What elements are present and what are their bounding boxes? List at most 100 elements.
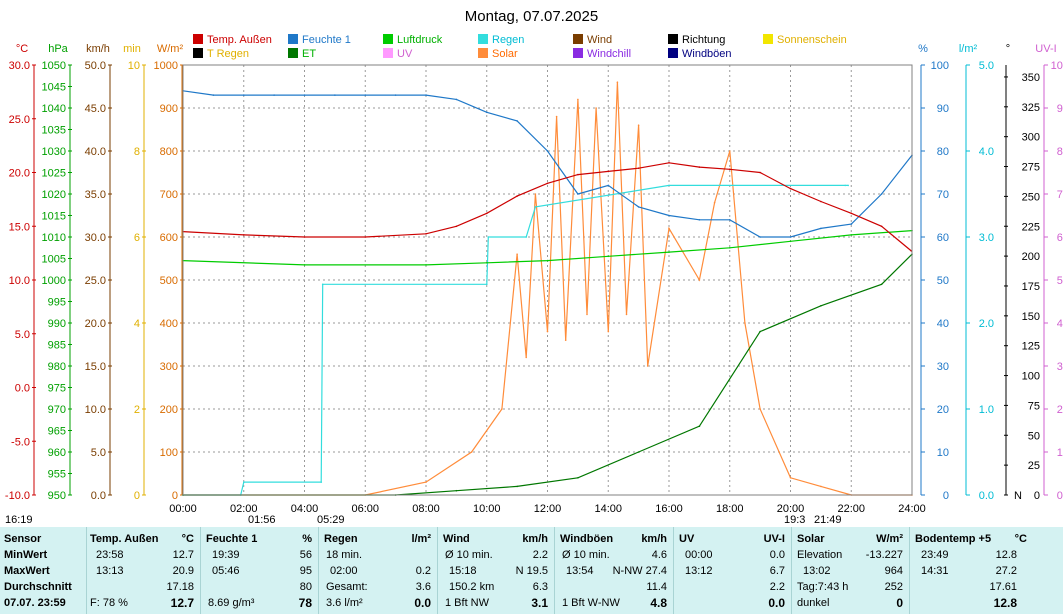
stats-col-gusts: Windböen km/h Ø 10 min. 4.6 13:54 N-NW 2… [554,527,674,614]
series-point [637,124,640,126]
axis-tick-label: 8 [134,146,140,158]
axis-tick-label: 3.0 [1057,361,1063,373]
series-point [586,313,588,316]
legend-label: Luftdruck [397,34,443,46]
axis-tick-label: 990 [48,318,66,330]
stats-header: Temp. Außen [90,533,159,545]
stats-unit: km/h [641,533,667,545]
axis-tick-label: 300 [160,361,178,373]
series-point [334,94,336,96]
stat-value: 964 [884,565,903,577]
x-tick-label: 10:00 [473,503,501,515]
series-point [525,356,527,359]
legend-swatch [193,48,203,58]
axis-tick-label: 30 [937,361,949,373]
stat-current: 12.8 [993,596,1017,610]
series-point [212,94,215,96]
stats-col-humidity: Feuchte 1 % 19:39 56 05:46 95 80 8.69 g/… [200,527,319,614]
series-point [759,171,761,174]
stat-time: 13:13 [96,565,124,577]
stat-extra: F: 78 % [90,597,128,609]
legend-item: Solar [478,48,518,61]
series-point [698,166,701,168]
axis-tick-label: 30.0 [9,60,30,72]
x-tick-label: 16:00 [655,503,683,515]
series-point [577,477,579,479]
axis-tick-label: 10 [937,447,949,459]
legend-label: Feuchte 1 [302,34,351,46]
grid [182,64,913,496]
series-point [364,94,367,96]
series-point [425,481,427,483]
legend-swatch [288,34,298,44]
stats-col-wind: Wind km/h Ø 10 min. 2.2 15:18 N 19.5 150… [437,527,555,614]
series-point [486,283,488,286]
axis-tick-label: 40 [937,318,949,330]
series-point [577,98,579,101]
series-point [698,219,701,221]
axis-tick-label: 20.0 [9,168,30,180]
axis-tick-label: N [1014,490,1022,502]
axis-tick-label: 350 [1022,72,1040,84]
stat-value: 17.18 [166,581,194,593]
series-point [844,184,846,187]
stats-col-uv: UV UV-I 00:00 0.0 13:12 6.7 2.2 0.0 [673,527,792,614]
axis-tick-label: 45.0 [85,103,106,115]
axis-tick-label: 90 [937,103,949,115]
x-tick-label: 06:00 [351,503,379,515]
stat-time: 18 min. [326,549,363,561]
axis-tick-label: 0.0 [979,490,994,502]
axis-tick-label: 4.0 [979,146,994,158]
axis-unit: ° [1006,43,1010,55]
axis-tick-label: 2.0 [1057,404,1063,416]
axis-tick-label: 1000 [154,60,178,72]
stats-unit: km/h [522,533,548,545]
axis-tick-label: -5.0 [11,436,30,448]
series-point [516,120,518,122]
series-point [425,233,427,235]
axis-tick-label: 125 [1022,341,1040,353]
stat-current: 4.8 [650,596,667,610]
axis-tick-label: 250 [1022,191,1040,203]
axis-tick-label: 100 [160,447,178,459]
axis-tick-label: 8.0 [1057,146,1063,158]
legend-item: UV [383,48,412,61]
stat-time: 02:00 [330,565,358,577]
series-point [564,339,567,342]
series-point [486,212,488,215]
axis-tick-label: 600 [160,232,178,244]
stats-col-sensor: Sensor MinWert MaxWert Durchschnitt 07.0… [0,527,87,614]
axis-tick-label: 100 [1022,371,1040,383]
series-point [425,94,427,96]
legend-item: Regen [478,34,524,47]
axis-tick-label: 1050 [42,60,66,72]
series-point [698,279,701,281]
axis-tick-label: 10.0 [85,404,106,416]
stat-value: 4.6 [651,549,667,561]
series-point [607,255,610,258]
series-point [516,195,518,197]
axis-tick-label: 700 [160,189,178,201]
stat-value: 12.7 [172,549,194,561]
series-point [486,111,488,114]
series-point [455,225,458,228]
axis-tick-label: 150 [1022,311,1040,323]
series-point [577,173,579,176]
series-point [668,184,670,187]
plot-border [182,64,913,496]
stats-unit: °C [1014,533,1027,545]
stat-time: 19:39 [212,549,240,561]
stats-header: Solar [797,533,825,545]
time-marker: 01:56 [248,514,276,526]
axis-tick-label: 0 [943,490,949,502]
stats-header: UV [679,533,695,545]
time-marker: 16:19 [5,514,33,526]
series-point [880,193,883,195]
stat-value: 80 [299,581,312,593]
series-point [455,98,458,101]
stat-extra: Tag:7:43 h [797,581,849,593]
stat-value: 6.7 [769,565,785,577]
row-label: MaxWert [4,565,50,577]
axis-tick-label: 1025 [42,168,66,180]
stat-value: -13.227 [865,549,903,561]
